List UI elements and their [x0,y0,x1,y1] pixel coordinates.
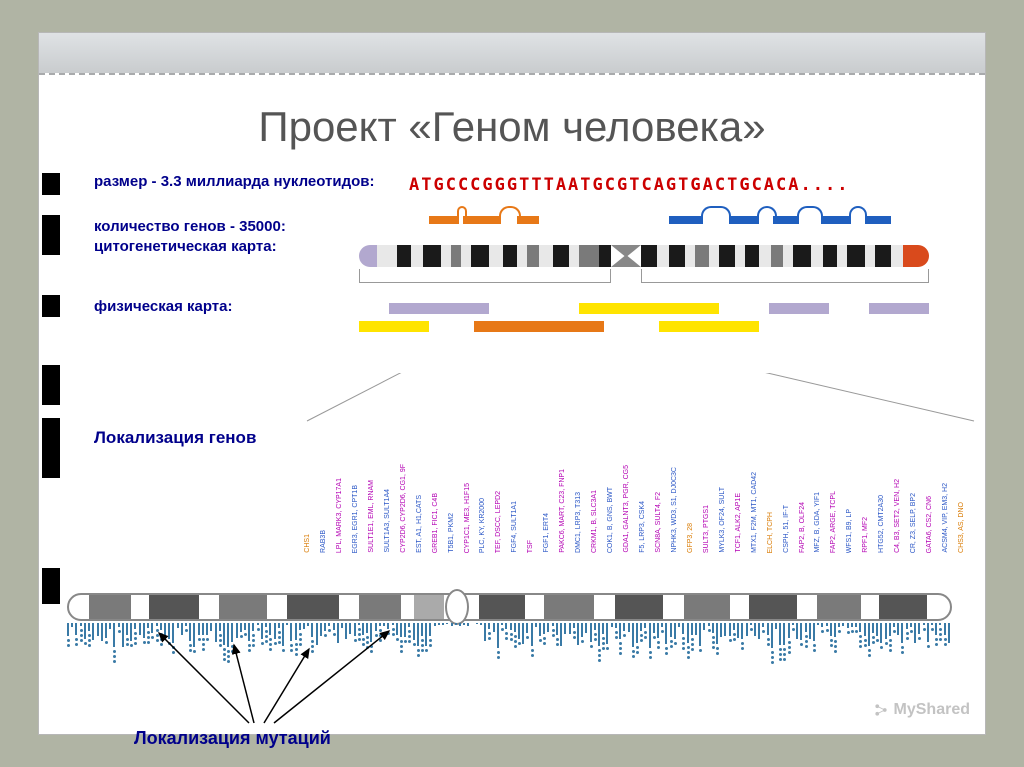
watermark-text: MyShared [894,701,970,719]
label-gene-localization: Локализация генов [94,428,256,448]
header-strip [39,33,985,73]
label-cytogenetic: цитогенетическая карта: [94,238,277,255]
expansion-lines [39,373,985,423]
label-physical-map: физическая карта: [94,298,233,315]
slide-title: Проект «Геном человека» [39,103,985,151]
lower-chromosome [67,593,952,621]
lower-chrom-body [67,593,952,621]
label-mutation-localization: Локализация мутаций [134,728,331,749]
watermark-icon [872,701,890,719]
cytogenetic-ideogram [359,245,929,267]
mutation-arrows [99,623,419,733]
nucleotide-sequence: ATGCCCGGGTTTAATGCGTCAGTGACTGCACA.... [409,175,849,195]
diagram-area: размер - 3.3 миллиарда нуклеотидов: ATGC… [39,173,985,734]
gene-names-list: CHS1RAB3BLPL, MARK3, CYP17A1EGR3, EGR1, … [304,423,974,553]
slide-frame: Проект «Геном человека» размер - 3.3 мил… [38,32,986,735]
centromere [445,589,469,625]
label-size: размер - 3.3 миллиарда нуклеотидов: [94,173,375,190]
watermark: MyShared [872,701,970,719]
label-gene-count: количество генов - 35000: [94,218,286,235]
gene-structure-bars [429,208,919,230]
